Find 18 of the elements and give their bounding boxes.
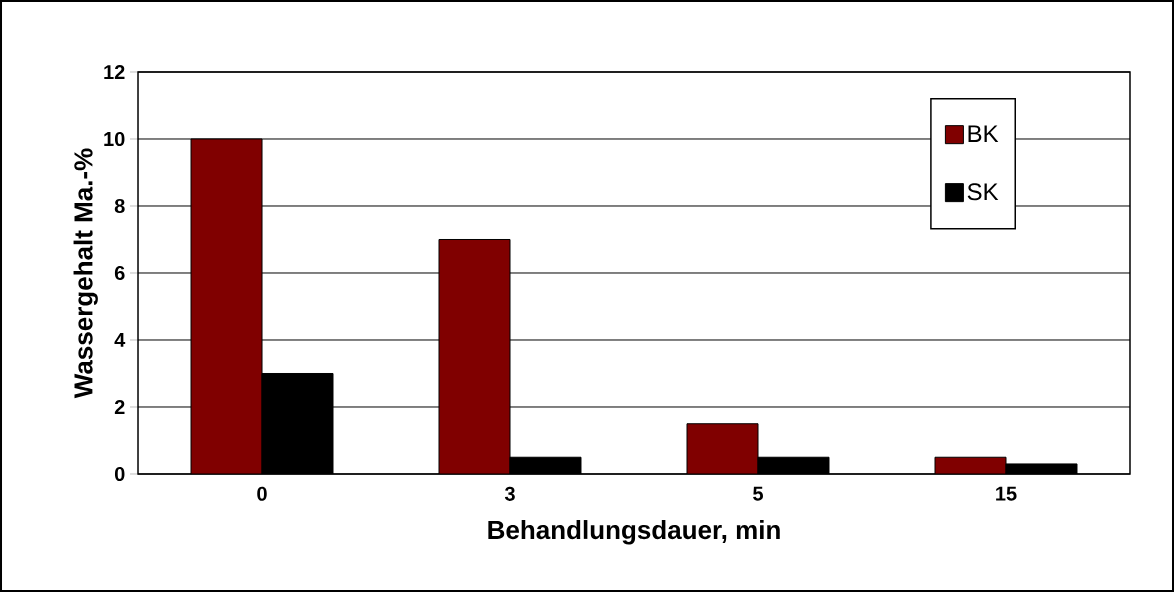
y-tick-label: 2 [114, 400, 125, 414]
y-tick-label: 8 [114, 198, 125, 214]
x-tick-label: 3 [504, 486, 515, 501]
legend-label: BK [968, 125, 999, 142]
y-axis-title: Wassergehalt Ma.-% [73, 148, 98, 399]
bar [190, 138, 263, 474]
bar [686, 423, 759, 474]
y-tick-label: 6 [114, 265, 125, 281]
x-tick-label: 0 [257, 486, 267, 501]
y-tick-label: 4 [114, 333, 126, 347]
legend-label: SK [967, 183, 999, 201]
y-tick-label: 0 [114, 466, 125, 482]
x-tick-label: 15 [996, 486, 1017, 501]
y-tick-label: 12 [104, 65, 125, 79]
x-tick-label: 5 [753, 486, 763, 501]
y-tick-label: 10 [104, 131, 125, 147]
bar [438, 238, 511, 474]
x-axis-title: Behandlungsdauer, min [488, 520, 780, 545]
